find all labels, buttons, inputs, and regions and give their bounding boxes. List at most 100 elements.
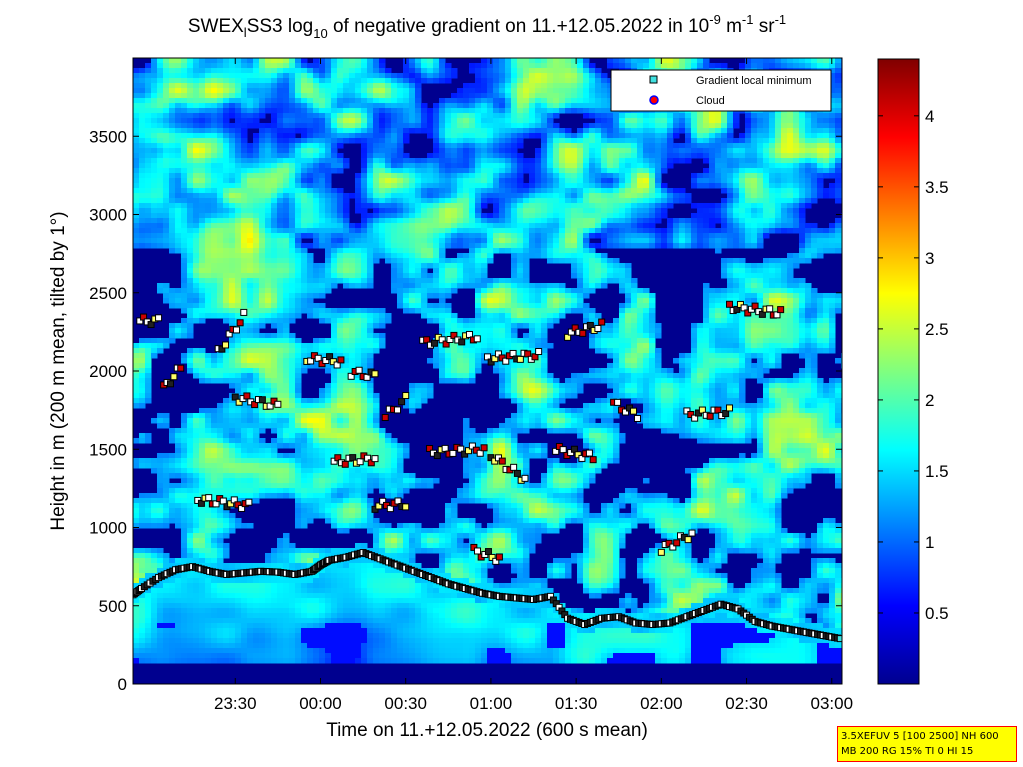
heatmap-cell <box>211 273 218 279</box>
heatmap-cell <box>277 433 284 439</box>
heatmap-cell <box>187 653 194 659</box>
heatmap-cell <box>295 508 302 514</box>
heatmap-cell <box>379 78 386 84</box>
heatmap-cell <box>337 193 344 199</box>
heatmap-cell <box>349 468 356 474</box>
heatmap-cell <box>331 368 338 374</box>
heatmap-cell <box>343 548 350 554</box>
heatmap-cell <box>271 198 278 204</box>
heatmap-cell <box>313 648 320 654</box>
heatmap-cell <box>301 588 308 594</box>
heatmap-cell <box>169 163 176 169</box>
heatmap-cell <box>301 243 308 249</box>
heatmap-cell <box>325 278 332 284</box>
heatmap-cell <box>157 563 164 569</box>
heatmap-cell <box>259 288 266 294</box>
heatmap-cell <box>433 263 440 269</box>
heatmap-cell <box>217 543 224 549</box>
heatmap-cell <box>349 343 356 349</box>
heatmap-cell <box>223 293 230 299</box>
heatmap-cell <box>307 63 314 69</box>
heatmap-cell <box>253 283 260 289</box>
heatmap-cell <box>247 243 254 249</box>
heatmap-cell <box>373 523 380 529</box>
heatmap-cell <box>391 543 398 549</box>
heatmap-cell <box>349 328 356 334</box>
heatmap-cell <box>235 473 242 479</box>
heatmap-cell <box>415 403 422 409</box>
heatmap-cell <box>337 393 344 399</box>
heatmap-cell <box>283 303 290 309</box>
heatmap-cell <box>181 318 188 324</box>
heatmap-cell <box>373 478 380 484</box>
heatmap-cell <box>379 438 386 444</box>
heatmap-cell <box>403 448 410 454</box>
heatmap-cell <box>133 383 140 389</box>
heatmap-cell <box>205 658 212 664</box>
heatmap-cell <box>277 248 284 254</box>
heatmap-cell <box>133 128 140 134</box>
heatmap-cell <box>421 278 428 284</box>
heatmap-cell <box>193 258 200 264</box>
heatmap-cell <box>409 548 416 554</box>
heatmap-cell <box>337 153 344 159</box>
heatmap-cell <box>289 313 296 319</box>
heatmap-cell <box>157 518 164 524</box>
heatmap-cell <box>397 628 404 634</box>
heatmap-cell <box>259 443 266 449</box>
heatmap-cell <box>223 518 230 524</box>
heatmap-cell <box>409 623 416 629</box>
heatmap-cell <box>379 248 386 254</box>
heatmap-cell <box>265 168 272 174</box>
heatmap-cell <box>271 558 278 564</box>
heatmap-cell <box>187 208 194 214</box>
heatmap-cell <box>295 548 302 554</box>
heatmap-cell <box>289 578 296 584</box>
heatmap-cell <box>163 293 170 299</box>
heatmap-cell <box>283 463 290 469</box>
heatmap-cell <box>265 338 272 344</box>
heatmap-cell <box>283 638 290 644</box>
heatmap-cell <box>277 213 284 219</box>
heatmap-cell <box>163 608 170 614</box>
heatmap-cell <box>337 508 344 514</box>
heatmap-cell <box>169 128 176 134</box>
heatmap-cell <box>391 143 398 149</box>
heatmap-cell <box>325 78 332 84</box>
heatmap-cell <box>169 503 176 509</box>
heatmap-cell <box>361 363 368 369</box>
heatmap-cell <box>217 278 224 284</box>
heatmap-cell <box>265 413 272 419</box>
heatmap-cell <box>241 203 248 209</box>
heatmap-cell <box>133 78 140 84</box>
heatmap-cell <box>277 608 284 614</box>
heatmap-cell <box>397 553 404 559</box>
heatmap-cell <box>211 288 218 294</box>
heatmap-cell <box>235 333 242 339</box>
heatmap-cell <box>187 543 194 549</box>
heatmap-cell <box>385 468 392 474</box>
heatmap-cell <box>343 633 350 639</box>
heatmap-cell <box>385 483 392 489</box>
heatmap-cell <box>253 423 260 429</box>
heatmap-cell <box>259 318 266 324</box>
heatmap-cell <box>301 88 308 94</box>
heatmap-cell <box>229 243 236 249</box>
heatmap-cell <box>211 518 218 524</box>
heatmap-cell <box>325 128 332 134</box>
heatmap-cell <box>355 333 362 339</box>
heatmap-cell <box>355 573 362 579</box>
heatmap-cell <box>169 158 176 164</box>
heatmap-cell <box>409 558 416 564</box>
heatmap-cell <box>289 398 296 404</box>
heatmap-cell <box>277 658 284 664</box>
heatmap-cell <box>301 283 308 289</box>
heatmap-cell <box>169 598 176 604</box>
heatmap-cell <box>349 613 356 619</box>
heatmap-cell <box>181 358 188 364</box>
heatmap-cell <box>427 168 434 174</box>
heatmap-cell <box>247 298 254 304</box>
heatmap-cell <box>235 288 242 294</box>
heatmap-cell <box>247 408 254 414</box>
heatmap-cell <box>241 408 248 414</box>
